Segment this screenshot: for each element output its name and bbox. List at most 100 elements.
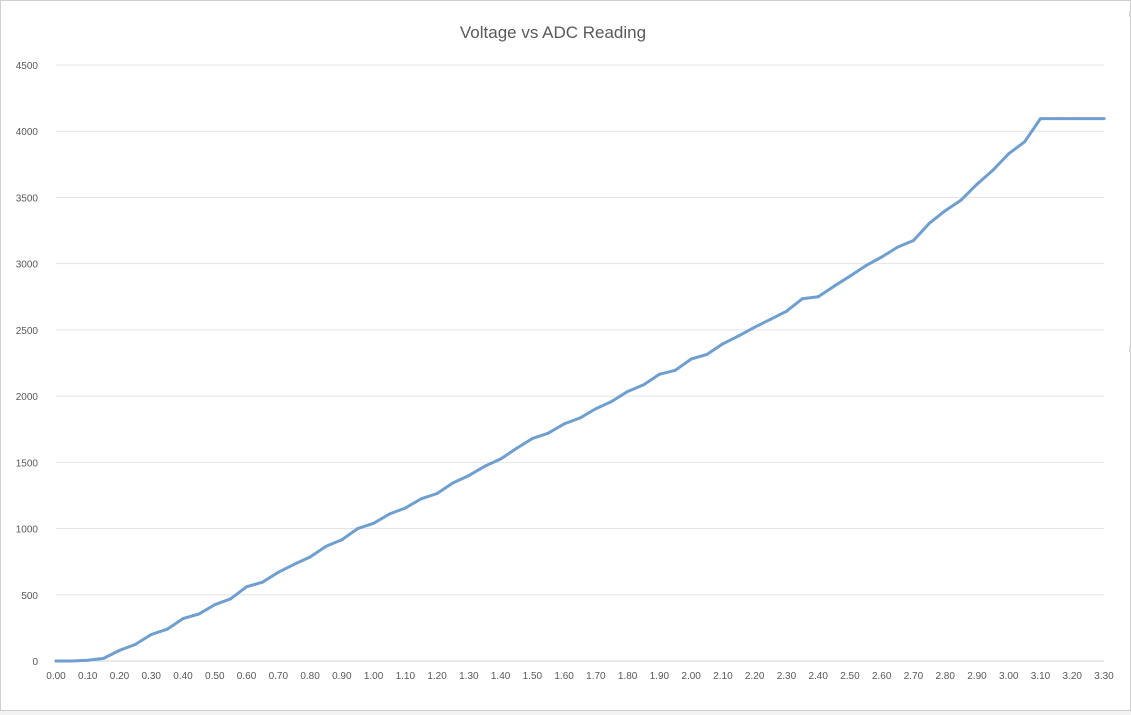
data-point [816,295,820,299]
x-tick-label: 2.40 [808,671,828,682]
data-point [896,245,900,249]
y-tick-label: 1500 [16,458,39,469]
data-point [229,597,233,601]
data-series [54,117,1106,663]
x-tick-label: 2.90 [967,671,987,682]
data-point [769,317,773,321]
data-point [181,617,185,621]
y-axis-tick-labels: 0 500 1000 1500 2000 2500 3000 3500 4000 4500 [16,61,39,668]
data-point [387,512,391,516]
x-tick-label: 1.80 [618,671,638,682]
data-point [419,497,423,501]
data-point [1023,140,1027,144]
x-tick-label: 1.40 [491,671,511,682]
x-tick-label: 0.90 [332,671,352,682]
data-point [832,284,836,288]
data-point [86,658,90,662]
x-tick-label: 0.00 [46,671,66,682]
x-tick-label: 1.70 [586,671,606,682]
data-point [435,491,439,495]
x-tick-label: 2.30 [777,671,797,682]
x-tick-label: 1.20 [427,671,447,682]
y-tick-label: 4500 [16,61,39,72]
x-tick-label: 1.10 [396,671,416,682]
frame-edge-marker-top [1129,11,1131,17]
x-tick-label: 2.20 [745,671,765,682]
y-tick-label: 500 [21,591,38,602]
x-tick-label: 3.00 [999,671,1019,682]
data-point [530,436,534,440]
data-point [594,407,598,411]
x-axis-tick-labels: 0.00 0.10 0.20 0.30 0.40 0.50 0.60 0.70 0.80 0.90… [46,671,1114,682]
data-point [562,422,566,426]
data-point [324,544,328,548]
x-tick-label: 0.40 [173,671,193,682]
data-point [991,168,995,172]
data-point [467,474,471,478]
x-tick-label: 0.80 [300,671,320,682]
series-line-0 [54,117,1106,663]
x-tick-label: 0.10 [78,671,98,682]
data-point [864,264,868,268]
x-tick-label: 0.20 [110,671,130,682]
x-tick-label: 1.00 [364,671,384,682]
x-tick-label: 1.90 [650,671,670,682]
x-tick-label: 2.60 [872,671,892,682]
data-point [165,627,169,631]
data-point [292,562,296,566]
x-tick-label: 2.70 [904,671,924,682]
data-point [372,521,376,525]
data-point [737,334,741,338]
data-point [673,368,677,372]
data-point [197,612,201,616]
data-point [626,389,630,393]
data-point [118,648,122,652]
data-point [642,383,646,387]
data-point [340,538,344,542]
gridlines [56,64,1104,662]
data-point [1070,117,1074,121]
y-tick-label: 1000 [16,525,39,536]
data-point [245,585,249,589]
y-tick-label: 4000 [16,127,39,138]
data-point [610,399,614,403]
data-point [705,352,709,356]
x-tick-label: 2.50 [840,671,860,682]
x-tick-label: 1.30 [459,671,479,682]
frame-edge-marker-middle [1129,346,1131,352]
x-tick-label: 1.60 [554,671,574,682]
data-point [260,580,264,584]
chart-title: Voltage vs ADC Reading [460,23,646,42]
data-point [1102,117,1106,121]
data-point [927,221,931,225]
x-tick-label: 0.50 [205,671,225,682]
data-point [133,642,137,646]
data-point [499,457,503,461]
data-point [356,527,360,531]
x-tick-label: 0.60 [237,671,257,682]
data-point [1007,152,1011,156]
y-tick-label: 0 [32,657,38,668]
x-tick-label: 3.10 [1031,671,1051,682]
x-tick-label: 3.20 [1063,671,1083,682]
data-point [483,464,487,468]
data-point [753,325,757,329]
data-point [911,238,915,242]
data-point [578,416,582,420]
data-point [102,656,106,660]
data-point [1038,117,1042,121]
y-tick-label: 2500 [16,326,39,337]
data-point [1086,117,1090,121]
x-tick-label: 0.70 [269,671,289,682]
data-point [276,570,280,574]
x-tick-label: 3.30 [1094,671,1114,682]
data-point [880,255,884,259]
data-point [451,481,455,485]
x-tick-label: 2.80 [935,671,955,682]
data-point [848,274,852,278]
data-point [546,431,550,435]
y-tick-label: 2000 [16,392,39,403]
data-point [514,446,518,450]
